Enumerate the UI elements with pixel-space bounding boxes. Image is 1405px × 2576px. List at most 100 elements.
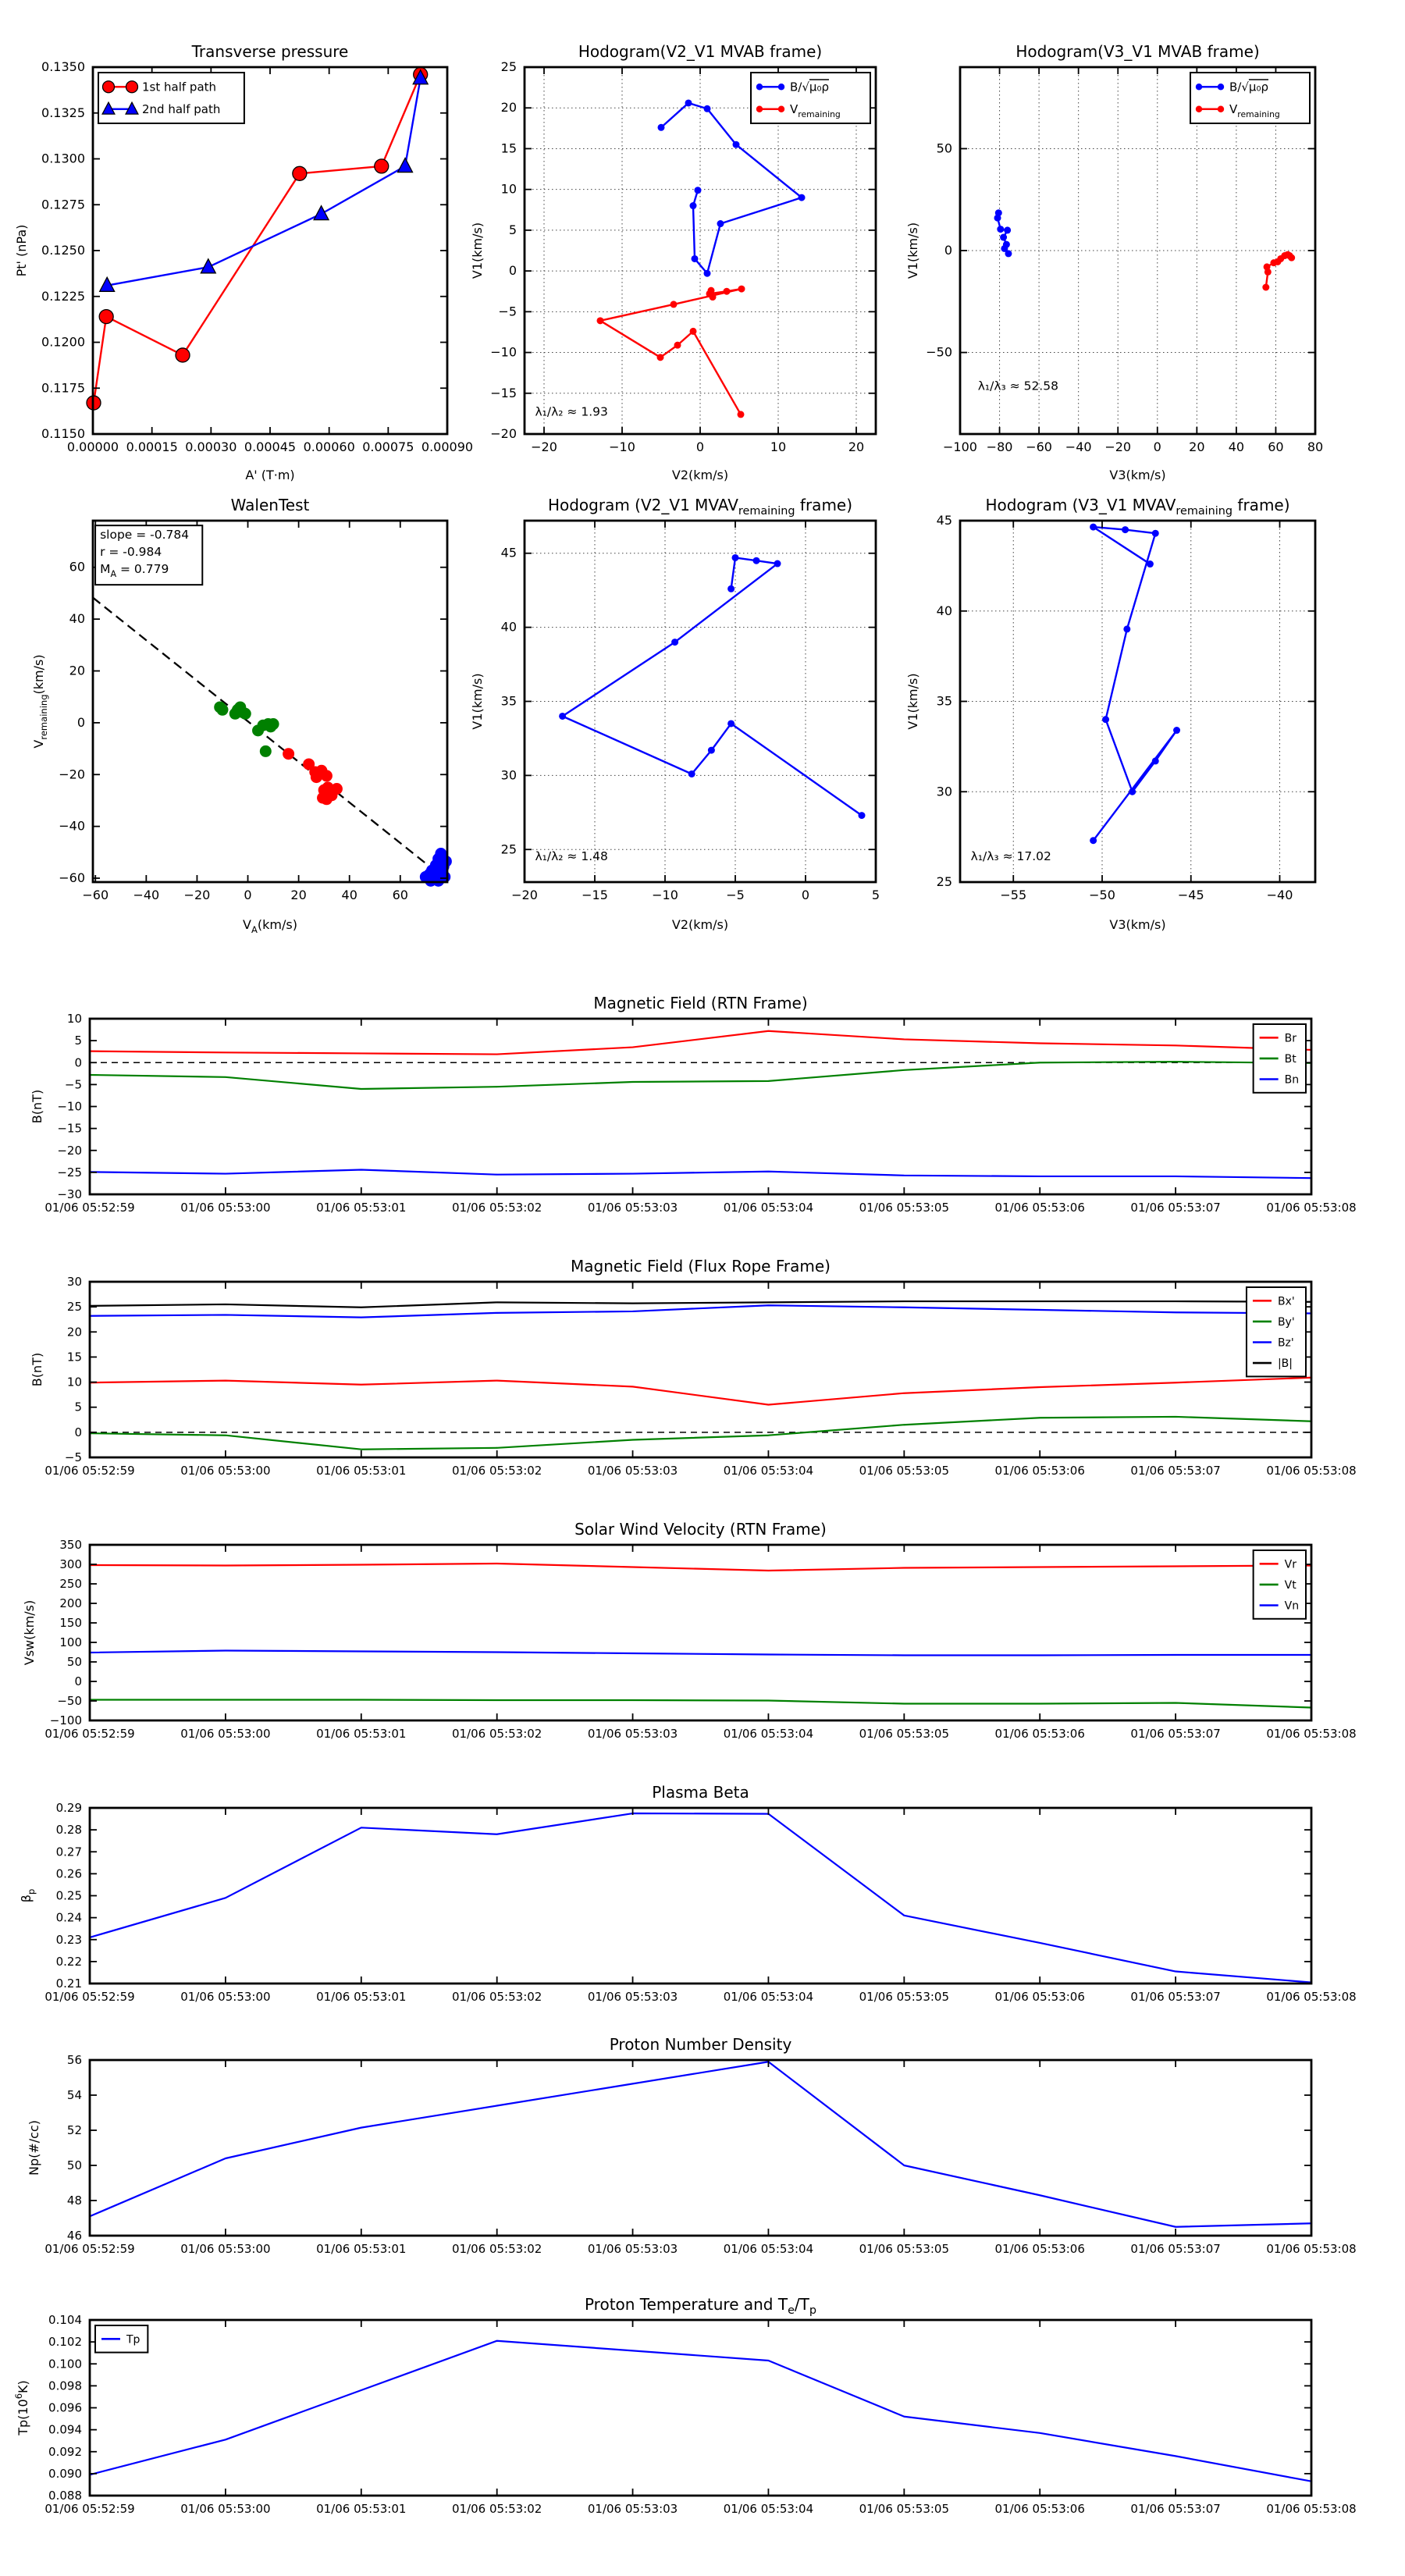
- x-tick-label: 60: [393, 888, 408, 902]
- axes-frame: [91, 519, 449, 884]
- y-tick-label: 100: [59, 1635, 82, 1649]
- data-point-marker: [1217, 105, 1225, 112]
- data-point-marker: [858, 812, 866, 820]
- data-point-marker: [703, 269, 711, 277]
- data-point-marker: [706, 290, 713, 297]
- x-tick-label: 01/06 05:53:00: [180, 1990, 270, 2004]
- x-tick-label: −60: [82, 888, 108, 902]
- x-tick-label: 01/06 05:53:01: [316, 2242, 406, 2256]
- y-tick-label: 15: [67, 1350, 82, 1364]
- plot-hodogram-v3v1-mvav: −55 −50 −45 −40 25 30 35 40 45 Hodogram (V3_V1 MV…: [905, 496, 1317, 932]
- y-axis-label: B(nT): [30, 1353, 44, 1386]
- data-point-marker: [313, 205, 330, 221]
- x-tick-label: −80: [987, 439, 1013, 454]
- plot-hodogram-v2v1-mvab: −20 −10 0 10 20 −20 −15 −10 −5 0 5 10 15 20 25 Hodogram…: [470, 42, 877, 482]
- y-tick-label: 0.1275: [41, 197, 85, 212]
- y-tick-label: 25: [501, 59, 517, 74]
- x-tick-label: 20: [1189, 439, 1204, 454]
- x-tick-label: 01/06 05:53:02: [452, 2242, 542, 2256]
- y-tick-label: 40: [501, 620, 517, 635]
- annotation: λ₁/λ₂ ≈ 1.93: [535, 405, 608, 419]
- y-tick-label: 0.100: [48, 2357, 82, 2371]
- y-axis-label: V1(km/s): [470, 673, 485, 729]
- data-point-marker: [656, 354, 664, 361]
- data-point-marker: [756, 84, 763, 91]
- series-Vt: [88, 1699, 1313, 1709]
- x-tick-label: 01/06 05:53:02: [452, 1990, 542, 2004]
- x-tick-label: 0: [802, 888, 809, 902]
- x-axis-label: A' (T·m): [245, 468, 294, 482]
- data-point-marker: [1129, 788, 1136, 795]
- x-tick-label: −10: [652, 888, 678, 902]
- data-point-marker: [707, 746, 715, 754]
- y-tick-label: 10: [67, 1375, 82, 1389]
- data-point-marker: [723, 287, 731, 295]
- x-tick-label: 01/06 05:53:02: [452, 1201, 542, 1215]
- x-tick-label: 01/06 05:53:02: [452, 1464, 542, 1478]
- y-tick-label: 30: [937, 784, 952, 799]
- y-tick-label: 0.26: [56, 1866, 82, 1880]
- y-tick-label: 20: [67, 1325, 82, 1339]
- y-tick-label: −20: [490, 426, 517, 441]
- y-tick-label: 25: [67, 1300, 82, 1314]
- plot-title: Hodogram (V2_V1 MVAVremaining​ frame): [548, 496, 852, 518]
- annotation: λ₁/λ₃ ≈ 17.02: [971, 849, 1051, 863]
- data-point-marker: [994, 214, 1001, 222]
- y-tick-label: 60: [69, 560, 85, 575]
- x-tick-label: −5: [726, 888, 745, 902]
- y-tick-label: 150: [59, 1616, 82, 1630]
- annotation: λ₁/λ₂ ≈ 1.48: [535, 849, 608, 863]
- x-tick-label: −40: [1267, 888, 1293, 902]
- x-tick-label: 20: [290, 888, 306, 902]
- data-point-marker: [596, 317, 604, 325]
- data-point-marker: [1090, 523, 1097, 531]
- x-tick-label: 01/06 05:53:00: [180, 2502, 270, 2516]
- y-tick-label: 30: [67, 1275, 82, 1289]
- data-point-marker: [101, 101, 116, 115]
- plot-mag-fluxrope: 01/06 05:52:59 01/06 05:53:00 01/06 05:53:…: [30, 1257, 1357, 1478]
- y-tick-label: 0: [74, 1425, 82, 1439]
- y-tick-label: 0.098: [48, 2379, 82, 2393]
- y-tick-label: 50: [67, 2158, 82, 2172]
- x-tick-label: −55: [1000, 888, 1026, 902]
- data-point-marker: [997, 226, 1005, 233]
- y-tick-label: −10: [490, 345, 517, 360]
- data-point-marker: [671, 639, 679, 646]
- x-tick-label: 01/06 05:53:04: [724, 1990, 813, 2004]
- x-tick-label: 01/06 05:53:03: [588, 1990, 678, 2004]
- data-point-marker: [1122, 526, 1129, 534]
- x-tick-label: 01/06 05:53:01: [316, 1990, 406, 2004]
- y-tick-label: 25: [937, 874, 952, 889]
- data-point-marker: [774, 560, 781, 568]
- plot-transverse-pressure: 0.00000 0.00015 0.00030 0.00045 0.00060 0.000…: [14, 42, 473, 482]
- plot-walen-test: −60 −40 −20 0 20 40 60 −60 −40 −20 0 20 40 60 WalenTes…: [31, 496, 452, 935]
- x-tick-label: 01/06 05:53:04: [724, 2502, 813, 2516]
- data-point-marker: [731, 553, 739, 561]
- x-tick-label: 01/06 05:52:59: [44, 2502, 134, 2516]
- series-Bz-prime: [88, 1304, 1313, 1318]
- data-point-marker: [689, 327, 697, 335]
- plot-title: Proton Temperature and Te​/Tp​: [585, 2295, 816, 2317]
- y-tick-label: −20: [59, 767, 85, 781]
- x-tick-label: 01/06 05:53:06: [995, 1990, 1085, 2004]
- y-tick-label: 0.27: [56, 1845, 82, 1859]
- y-tick-label: 30: [501, 767, 517, 782]
- data-point-marker: [175, 347, 190, 363]
- y-tick-label: 40: [69, 611, 85, 626]
- series-Tp: [88, 2339, 1313, 2482]
- y-tick-label: 0.104: [48, 2313, 82, 2327]
- y-tick-label: 5: [74, 1400, 82, 1414]
- series-v-remaining-path: [561, 557, 863, 817]
- y-tick-label: 0.1150: [41, 426, 85, 441]
- y-tick-label: −100: [50, 1713, 82, 1727]
- y-tick-label: −50: [926, 345, 952, 360]
- plot-proton-density: 01/06 05:52:59 01/06 05:53:00 01/06 05:53:…: [27, 2035, 1357, 2256]
- series-Bn: [88, 1169, 1313, 1179]
- data-point-marker: [1090, 837, 1097, 845]
- x-tick-label: 01/06 05:53:06: [995, 1464, 1085, 1478]
- series-B-magnitude: [88, 1300, 1313, 1308]
- x-tick-label: 01/06 05:53:07: [1130, 2242, 1220, 2256]
- data-point-marker: [259, 745, 272, 757]
